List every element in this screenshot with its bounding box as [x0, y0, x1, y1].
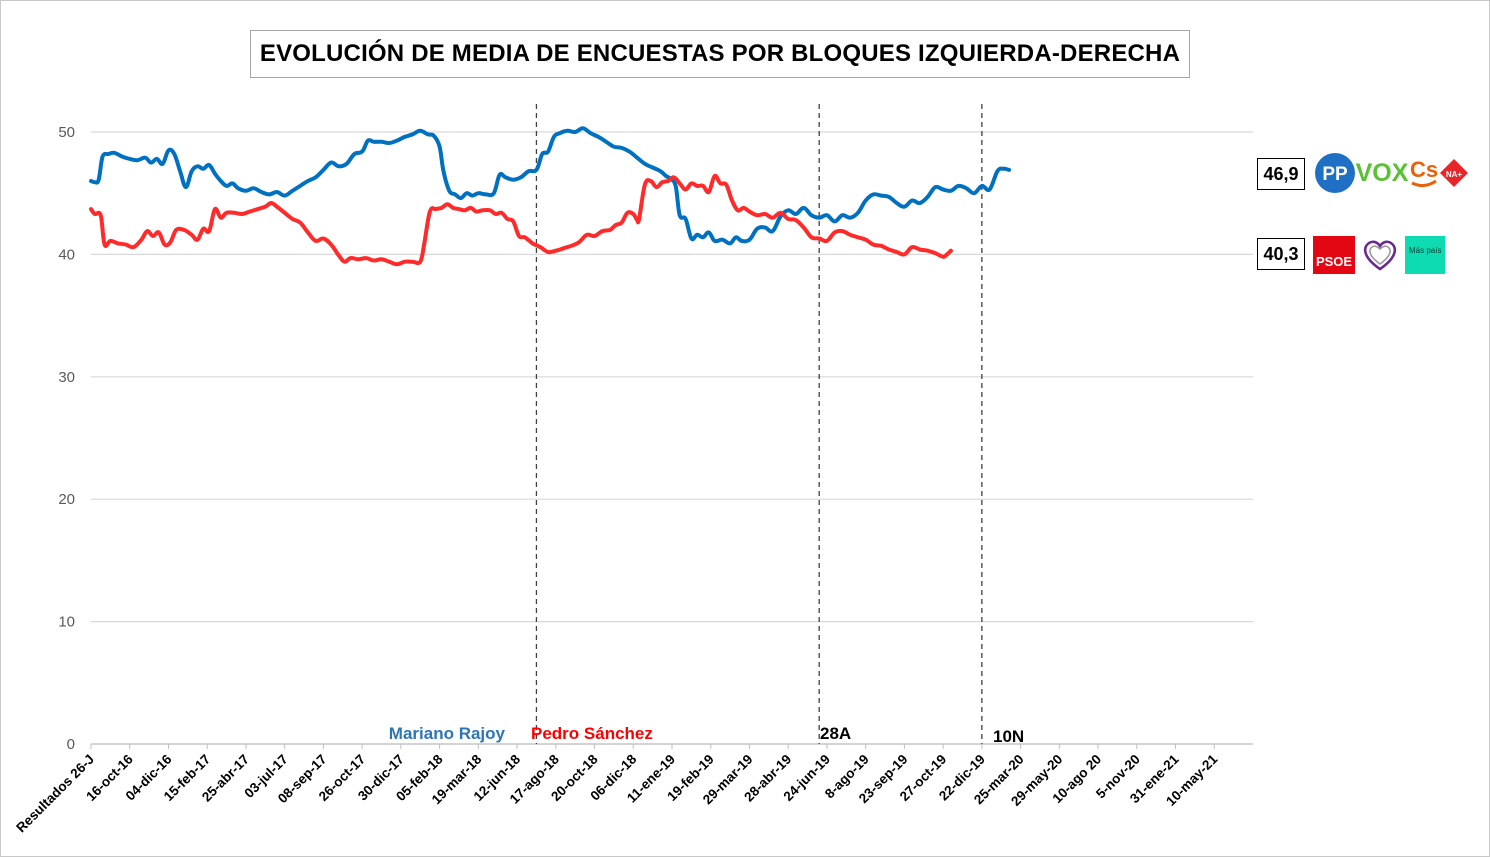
- na-plus-logo: NA+: [1440, 159, 1468, 187]
- psoe-logo: PSOE: [1313, 236, 1355, 274]
- annotation-10n: 10N: [993, 727, 1024, 746]
- podemos-logo: [1363, 240, 1397, 271]
- vox-logo: VOX: [1356, 159, 1408, 187]
- end-label-left-bloc: 40,3: [1257, 238, 1305, 270]
- cs-logo-text: Cs: [1410, 157, 1438, 182]
- annotation-pedro-s-nchez: Pedro Sánchez: [531, 724, 653, 743]
- pp-logo: PP: [1315, 153, 1355, 193]
- mas-pais-logo: Más país: [1405, 236, 1445, 274]
- series-line-0: [89, 126, 1011, 246]
- y-tick-label-10: 10: [58, 614, 75, 631]
- y-tick-label-40: 40: [58, 246, 75, 263]
- y-tick-label-0: 0: [67, 736, 75, 753]
- vox-logo-text: VOX: [1356, 159, 1408, 187]
- cs-logo: Cs: [1410, 157, 1438, 188]
- y-tick-label-30: 30: [58, 369, 75, 386]
- chart-title: EVOLUCIÓN DE MEDIA DE ENCUESTAS POR BLOQ…: [259, 40, 1181, 67]
- series-line-1: [89, 173, 953, 267]
- annotation-mariano-rajoy: Mariano Rajoy: [389, 724, 506, 743]
- end-label-right-bloc: 46,9: [1257, 158, 1305, 190]
- y-tick-label-20: 20: [58, 491, 75, 508]
- chart-title-box: EVOLUCIÓN DE MEDIA DE ENCUESTAS POR BLOQ…: [250, 30, 1190, 78]
- mas-pais-logo-text: Más país: [1409, 246, 1441, 255]
- pp-logo-text: PP: [1322, 164, 1348, 185]
- psoe-logo-text: PSOE: [1316, 254, 1352, 269]
- na-plus-logo-text: NA+: [1446, 170, 1463, 179]
- y-tick-label-50: 50: [58, 124, 75, 141]
- annotation-28a: 28A: [820, 724, 851, 743]
